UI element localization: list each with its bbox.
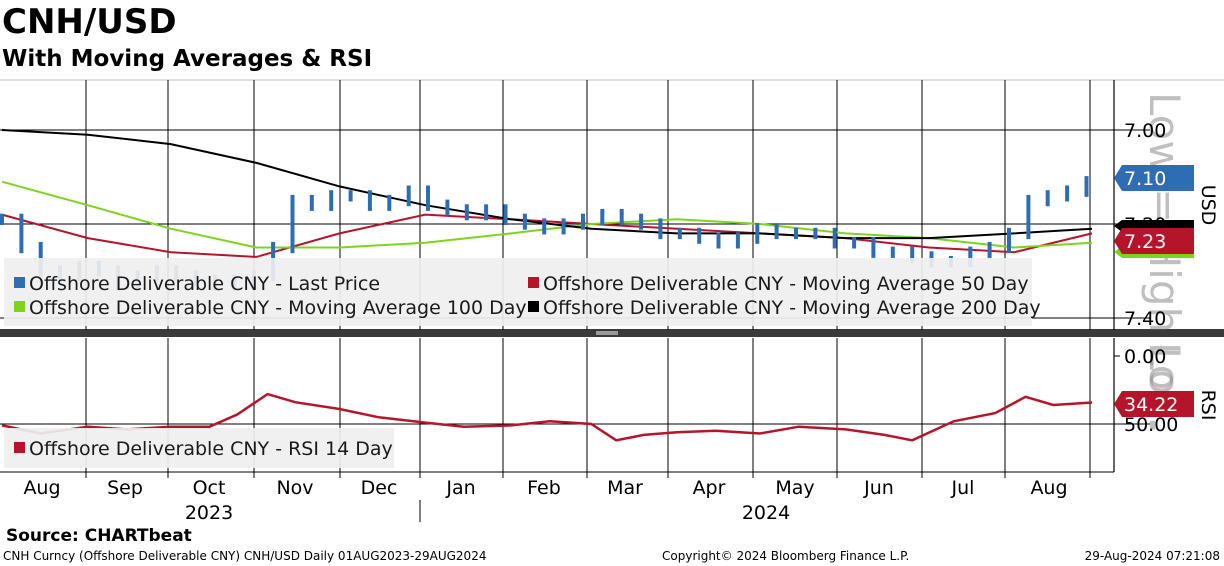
price-bar [464, 204, 469, 221]
footer-copyright: Copyright© 2024 Bloomberg Finance L.P. [662, 549, 910, 563]
legends: Offshore Deliverable CNY - Last Price Off… [4, 258, 1041, 468]
legend-swatch-last_price [14, 277, 25, 288]
legend-swatch-ma50 [528, 277, 539, 288]
price-bar [1065, 185, 1070, 202]
x-month-label: Apr [693, 477, 726, 499]
price-bar [794, 227, 798, 240]
price-legend-box [4, 258, 1032, 326]
price-bar [290, 194, 295, 254]
price-bar [1084, 176, 1089, 197]
footer-security: CNH Curncy (Offshore Deliverable CNY) CN… [3, 549, 487, 563]
ma-line-ma200 [1, 129, 1093, 240]
last-value-tags: 7.10 7.23 34.22 [1114, 165, 1194, 417]
x-month-label: Feb [527, 477, 561, 499]
price-bar [445, 199, 450, 216]
price-bar [1045, 190, 1050, 207]
rsi-line [1, 392, 1093, 442]
footer-timestamp: 29-Aug-2024 07:21:08 [1084, 549, 1220, 563]
price-bar [309, 194, 314, 211]
rsi-y-axis-title: RSI [1197, 390, 1219, 421]
price-bar [561, 218, 566, 235]
x-month-label: Jan [445, 477, 475, 499]
price-bar [832, 227, 837, 249]
rsi-y-tick-label: 0.00 [1124, 346, 1166, 368]
price-y-axis-title: USD [1197, 185, 1219, 226]
price-bar [639, 213, 644, 230]
x-month-label: Sep [107, 477, 143, 499]
price-bar [774, 223, 779, 240]
x-month-label: Aug [23, 477, 60, 499]
legend-label: Offshore Deliverable CNY - Moving Averag… [543, 273, 1029, 295]
price-bar [871, 237, 876, 258]
ma-line-ma50 [1, 213, 1093, 258]
rsi-legend-box [4, 428, 394, 468]
rsi-tag-bg [1114, 391, 1194, 417]
legend-swatch-rsi [14, 442, 25, 453]
price-bar [387, 194, 392, 211]
chart-title: CNH/USD [2, 2, 177, 42]
price-bar [910, 246, 915, 263]
splitter-handle [596, 331, 618, 335]
x-month-label: Mar [607, 477, 643, 499]
legend-label: Offshore Deliverable CNY - Moving Averag… [29, 297, 527, 319]
price-bar [735, 232, 740, 249]
rsi-panel-series [1, 392, 1093, 442]
price-bar [348, 190, 353, 202]
price-bar [329, 190, 334, 211]
price-bar [813, 227, 818, 240]
price-y-tick-label: 7.00 [1124, 120, 1166, 142]
price-bar [677, 227, 682, 240]
x-month-label: Dec [361, 477, 398, 499]
price-bar [658, 218, 663, 240]
price-y-tick-label: 7.40 [1124, 308, 1166, 330]
price-bar [697, 227, 702, 244]
legend-label: Offshore Deliverable CNY - Moving Averag… [543, 297, 1041, 319]
price-bar [426, 185, 430, 211]
price-bar [1007, 227, 1011, 254]
price-bar [852, 237, 857, 249]
price-bar [522, 213, 527, 230]
price-bar [19, 213, 24, 254]
price-bar [484, 204, 489, 221]
x-year-label: 2024 [742, 502, 790, 524]
price-bar [987, 241, 992, 258]
price-bar [581, 213, 585, 230]
price-ghost-label: Low = High Lo... [1140, 92, 1189, 434]
ma50-tag: 7.23 [1124, 231, 1166, 253]
legend-swatch-ma100 [14, 301, 25, 312]
x-month-label: Jun [863, 477, 894, 499]
price-bar [619, 209, 624, 225]
price-bar [716, 232, 721, 249]
x-month-label: Oct [193, 477, 226, 499]
x-year-label: 2023 [185, 502, 233, 524]
price-bar [367, 190, 372, 211]
source-note: Source: CHARTbeat [6, 526, 192, 546]
legend-label: Offshore Deliverable CNY - Last Price [29, 273, 380, 295]
legend-label: Offshore Deliverable CNY - RSI 14 Day [29, 438, 393, 460]
ma50-tag-bg [1114, 228, 1194, 254]
price-bar [1026, 194, 1031, 240]
last-price-tag: 7.10 [1124, 168, 1166, 190]
price-bar [755, 223, 760, 244]
axes: Low = High Lo...Lo...7.007.207.400.0050.… [0, 80, 1219, 524]
x-month-label: Jul [951, 477, 975, 499]
price-bar [600, 209, 605, 225]
x-month-label: Nov [276, 477, 313, 499]
price-bar [968, 246, 973, 268]
chart-subtitle: With Moving Averages & RSI [2, 46, 373, 72]
price-bar [542, 218, 547, 235]
price-bar [0, 213, 4, 225]
price-bar [890, 246, 895, 258]
x-month-label: Aug [1030, 477, 1067, 499]
rsi-tag: 34.22 [1124, 394, 1178, 416]
price-bar [406, 185, 411, 207]
x-month-label: May [775, 477, 814, 499]
last-price-tag-bg [1114, 165, 1194, 191]
price-bar [503, 204, 508, 225]
legend-swatch-ma200 [528, 301, 539, 312]
rsi-y-tick-label: 50.00 [1124, 414, 1178, 436]
